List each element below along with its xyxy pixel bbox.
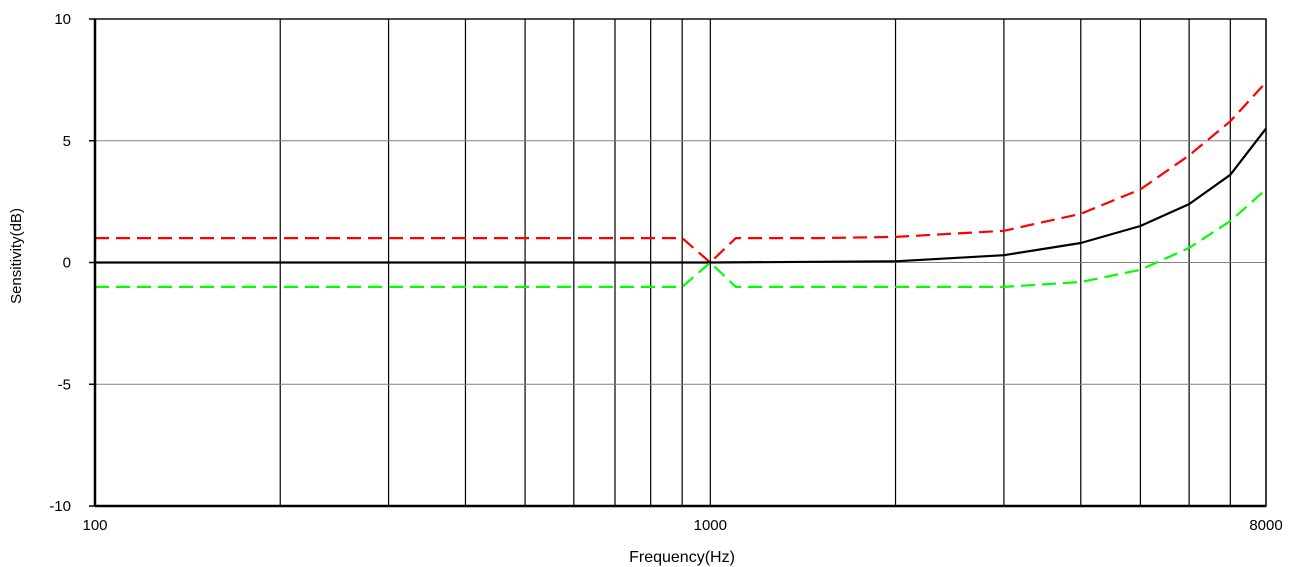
tick-labels: 10 5 0 -5 -10 100 1000 8000 — [49, 11, 1282, 534]
x-tick-label: 8000 — [1249, 517, 1282, 534]
x-tick-label: 1000 — [694, 517, 727, 534]
x-tick-label: 100 — [82, 517, 107, 534]
y-tick-label: -10 — [49, 498, 71, 515]
y-tick-label: 10 — [54, 11, 71, 28]
y-axis-title: Sensitivity(dB) — [8, 208, 25, 304]
plot-series — [95, 81, 1267, 288]
series-line — [95, 81, 1267, 264]
series-line — [95, 127, 1267, 264]
y-tick-label: 5 — [63, 133, 71, 150]
x-axis-title: Frequency(Hz) — [629, 549, 735, 566]
axes — [89, 18, 1267, 508]
series-line — [95, 188, 1267, 288]
y-tick-label: -5 — [58, 376, 71, 393]
y-tick-label: 0 — [63, 255, 71, 272]
